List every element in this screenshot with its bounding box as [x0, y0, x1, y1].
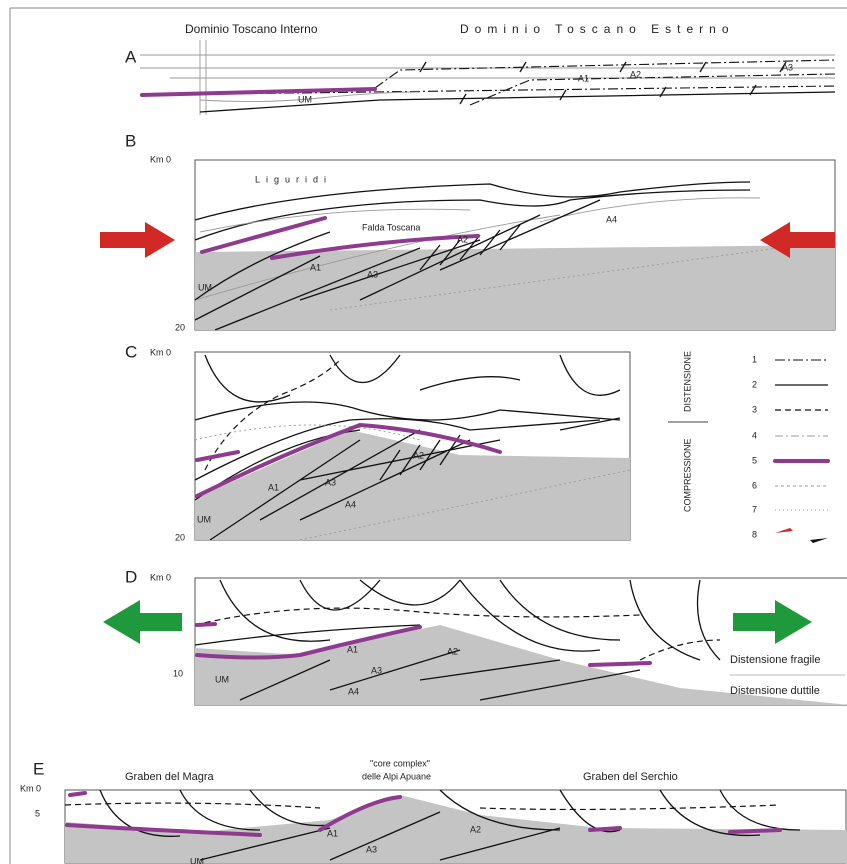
unit-label: UM [197, 514, 211, 524]
unit-label: A1 [327, 828, 338, 838]
unit-label: UM [298, 94, 312, 104]
unit-label: Falda Toscana [362, 222, 420, 232]
unit-label: A1 [578, 73, 589, 83]
legend-number: 5 [752, 455, 757, 465]
regime-label: COMPRESSIONE [682, 438, 692, 512]
depth-label: 20 [175, 532, 185, 542]
legend-number: 3 [752, 404, 757, 414]
unit-label: A1 [310, 262, 321, 272]
panel-b: B Km 0 20 Liguridi Falda Toscana A1 A2 A… [100, 131, 835, 332]
unit-label: A3 [782, 62, 793, 72]
depth-label: Km 0 [20, 783, 41, 793]
unit-label: A3 [367, 269, 378, 279]
depth-label: 20 [175, 322, 185, 332]
unit-label: A4 [345, 499, 356, 509]
figure: Dominio Toscano Interno Dominio Toscano … [0, 0, 847, 864]
section-title: Graben del Serchio [583, 771, 678, 783]
distension-label: Distensione fragile [730, 654, 821, 666]
unit-label: A2 [630, 69, 641, 79]
unit-label: A4 [606, 214, 617, 224]
panel-letter: E [33, 759, 44, 778]
unit-label: A2 [457, 234, 468, 244]
domain-internal: Dominio Toscano Interno [185, 22, 318, 36]
unit-label: A2 [470, 824, 481, 834]
unit-label: UM [215, 674, 229, 684]
panel-letter: D [125, 567, 137, 586]
distension-label: Distensione duttile [730, 685, 820, 697]
regime-label: DISTENSIONE [682, 351, 692, 412]
unit-label: A1 [347, 644, 358, 654]
unit-label: A2 [413, 450, 424, 460]
unit-label: A4 [348, 686, 359, 696]
legend-number: 7 [752, 504, 757, 514]
section-title: delle Alpi Apuane [362, 771, 431, 781]
unit-label: UM [190, 856, 204, 864]
depth-label: Km 0 [150, 572, 171, 582]
section-title: Graben del Magra [125, 771, 215, 783]
legend-number: 6 [752, 480, 757, 490]
unit-label: A3 [325, 477, 336, 487]
panel-c: C Km 0 20 A1 A2 A3 A4 UM [125, 342, 630, 542]
section-title: "core complex" [370, 758, 430, 768]
depth-label: Km 0 [150, 347, 171, 357]
unit-label: A3 [371, 665, 382, 675]
legend-number: 8 [752, 529, 757, 539]
unit-label: A1 [268, 482, 279, 492]
depth-label: 10 [173, 668, 183, 678]
depth-label: 5 [35, 808, 40, 818]
unit-label: A2 [447, 646, 458, 656]
drawing [195, 245, 835, 330]
panel-letter: B [125, 131, 136, 150]
legend-number: 2 [752, 379, 757, 389]
legend-number: 1 [752, 354, 757, 364]
panel-letter: A [125, 47, 137, 66]
unit-label: Liguridi [255, 174, 332, 184]
depth-label: Km 0 [150, 154, 171, 164]
legend-number: 4 [752, 430, 757, 440]
panel-letter: C [125, 342, 137, 361]
domain-external: Dominio Toscano Esterno [460, 22, 735, 36]
unit-label: UM [198, 282, 212, 292]
unit-label: A3 [366, 844, 377, 854]
